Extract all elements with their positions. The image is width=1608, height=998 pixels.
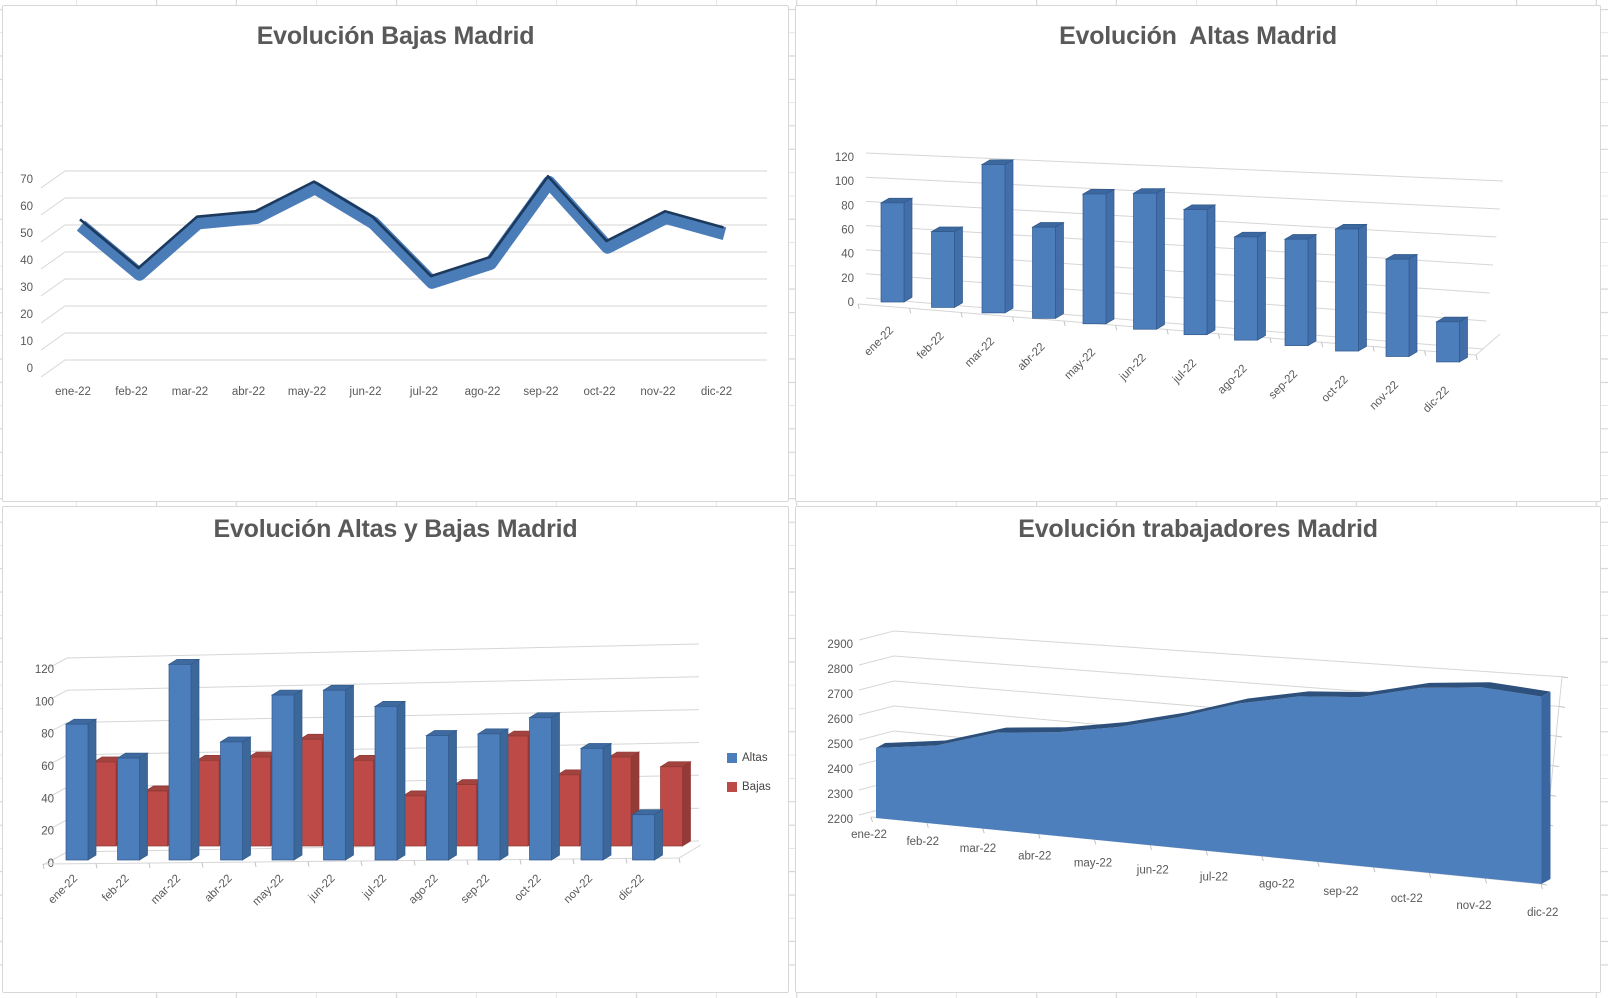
- svg-text:may-22: may-22: [1074, 857, 1112, 869]
- line-chart-bajas-canvas: 0 10 20 30 40 50 60 70 ene-22 feb-22 mar-22 abr-22 m…: [20, 170, 767, 398]
- svg-text:dic-22: dic-22: [701, 386, 732, 398]
- svg-text:abr-22: abr-22: [1016, 341, 1048, 373]
- svg-text:oct-22: oct-22: [513, 873, 544, 904]
- svg-text:60: 60: [41, 761, 54, 773]
- svg-text:2800: 2800: [827, 664, 853, 676]
- svg-text:mar-22: mar-22: [149, 873, 183, 907]
- legend-label-bajas: Bajas: [742, 781, 771, 793]
- svg-text:ene-22: ene-22: [851, 829, 887, 841]
- svg-text:20: 20: [841, 273, 854, 285]
- svg-text:jun-22: jun-22: [1136, 865, 1169, 877]
- svg-text:nov-22: nov-22: [1456, 900, 1491, 912]
- svg-text:ene-22: ene-22: [862, 325, 896, 359]
- svg-text:jun-22: jun-22: [1117, 352, 1149, 384]
- svg-text:80: 80: [841, 200, 854, 212]
- svg-text:abr-22: abr-22: [232, 386, 265, 398]
- svg-text:2500: 2500: [827, 739, 853, 751]
- svg-text:oct-22: oct-22: [1391, 893, 1423, 905]
- svg-text:120: 120: [35, 664, 54, 676]
- svg-text:2200: 2200: [827, 814, 853, 826]
- svg-text:oct-22: oct-22: [584, 386, 616, 398]
- chart-evolucion-altas-y-bajas[interactable]: Evolución Altas y Bajas Madrid 0 20 40 60 80…: [2, 506, 789, 993]
- svg-text:jul-22: jul-22: [1170, 357, 1199, 386]
- svg-text:60: 60: [841, 225, 854, 237]
- svg-text:may-22: may-22: [251, 873, 287, 909]
- svg-text:may-22: may-22: [1063, 346, 1099, 382]
- svg-text:sep-22: sep-22: [523, 386, 558, 398]
- svg-text:may-22: may-22: [288, 386, 326, 398]
- svg-text:sep-22: sep-22: [1323, 886, 1358, 898]
- svg-text:nov-22: nov-22: [1368, 379, 1401, 412]
- svg-text:sep-22: sep-22: [459, 873, 492, 906]
- svg-text:40: 40: [41, 793, 54, 805]
- svg-text:jun-22: jun-22: [306, 873, 338, 905]
- chart-evolucion-trabajadores[interactable]: Evolución trabajadores Madrid 2200 2300 24…: [795, 506, 1601, 993]
- svg-text:oct-22: oct-22: [1320, 374, 1351, 405]
- svg-text:jul-22: jul-22: [1199, 872, 1228, 884]
- svg-text:ene-22: ene-22: [55, 386, 91, 398]
- svg-text:abr-22: abr-22: [203, 873, 235, 905]
- svg-text:60: 60: [20, 201, 33, 213]
- svg-text:70: 70: [20, 174, 33, 186]
- svg-text:40: 40: [20, 255, 33, 267]
- legend-swatch-altas: [727, 753, 737, 763]
- legend-item-altas: Altas: [727, 752, 771, 764]
- svg-text:mar-22: mar-22: [963, 336, 997, 370]
- svg-text:2400: 2400: [827, 764, 853, 776]
- svg-text:mar-22: mar-22: [960, 843, 996, 855]
- legend-swatch-bajas: [727, 782, 737, 792]
- svg-text:feb-22: feb-22: [100, 873, 132, 905]
- svg-text:20: 20: [20, 309, 33, 321]
- svg-text:0: 0: [27, 363, 33, 375]
- svg-text:ago-22: ago-22: [1216, 363, 1250, 397]
- svg-text:40: 40: [841, 249, 854, 261]
- legend-item-bajas: Bajas: [727, 781, 771, 793]
- svg-text:ene-22: ene-22: [46, 873, 80, 907]
- svg-text:2900: 2900: [827, 639, 853, 651]
- chart-evolucion-bajas[interactable]: Evolución Bajas Madrid 0 10 20 30 40 50 60 70 en…: [2, 5, 789, 502]
- chart-evolucion-altas[interactable]: Evolución Altas Madrid 0 20 40 60 80 100 120 en…: [795, 5, 1601, 502]
- svg-text:50: 50: [20, 228, 33, 240]
- legend-label-altas: Altas: [742, 752, 768, 764]
- svg-text:sep-22: sep-22: [1267, 368, 1300, 401]
- svg-text:ago-22: ago-22: [1259, 879, 1295, 891]
- svg-text:nov-22: nov-22: [640, 386, 675, 398]
- svg-text:10: 10: [20, 336, 33, 348]
- svg-text:ago-22: ago-22: [407, 873, 441, 907]
- svg-text:30: 30: [20, 282, 33, 294]
- svg-text:ago-22: ago-22: [465, 386, 501, 398]
- svg-text:jun-22: jun-22: [349, 386, 382, 398]
- svg-text:80: 80: [41, 729, 54, 741]
- area-chart-trabajadores-canvas: 2200 2300 2400 2500 2600 2700 2800 2900 ene-22 fe…: [827, 630, 1569, 919]
- svg-text:100: 100: [35, 696, 54, 708]
- svg-text:feb-22: feb-22: [906, 836, 939, 848]
- svg-text:nov-22: nov-22: [562, 873, 595, 906]
- svg-text:abr-22: abr-22: [1018, 850, 1051, 862]
- svg-text:20: 20: [41, 826, 54, 838]
- svg-text:feb-22: feb-22: [115, 386, 148, 398]
- svg-text:feb-22: feb-22: [915, 330, 947, 362]
- svg-text:2600: 2600: [827, 714, 853, 726]
- svg-text:2300: 2300: [827, 789, 853, 801]
- svg-text:0: 0: [848, 297, 854, 309]
- svg-text:mar-22: mar-22: [172, 386, 208, 398]
- svg-text:dic-22: dic-22: [1527, 907, 1558, 919]
- svg-text:2700: 2700: [827, 689, 853, 701]
- svg-text:jul-22: jul-22: [360, 873, 389, 902]
- svg-text:120: 120: [835, 152, 854, 164]
- svg-text:100: 100: [835, 176, 854, 188]
- bar-chart-altas-canvas: 0 20 40 60 80 100 120 ene-22 feb-22 mar-22 abr-22 m…: [835, 152, 1504, 416]
- svg-text:dic-22: dic-22: [1421, 385, 1452, 416]
- svg-text:dic-22: dic-22: [616, 873, 647, 904]
- svg-text:jul-22: jul-22: [409, 386, 438, 398]
- chart-legend: Altas Bajas: [727, 752, 771, 810]
